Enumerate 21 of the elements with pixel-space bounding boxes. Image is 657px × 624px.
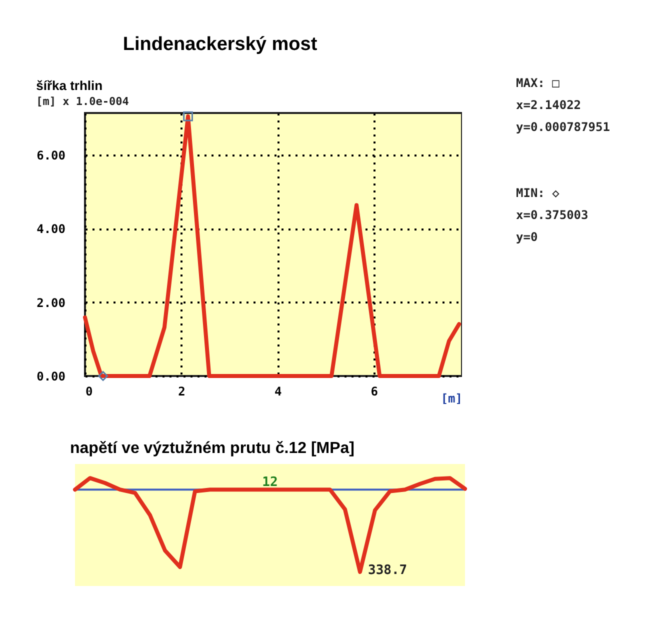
annotation: 338.7 [368, 562, 408, 578]
x-tick-label: 6 [370, 384, 378, 398]
x-tick-label: 0 [86, 384, 93, 398]
y-tick-label: 6.00 [36, 148, 66, 162]
y-axis-title: šířka trhlin [36, 78, 103, 94]
chart-title: napětí ve výztužném prutu č.12 [MPa] [70, 440, 355, 457]
text: y=0.000787951 [516, 119, 610, 136]
chart-subtitle: [m] x 1.0e-004 [36, 95, 130, 108]
text: MIN: ◇ [516, 185, 560, 202]
chart-title: Lindenackerský most [122, 34, 318, 56]
text: y=0 [516, 229, 539, 246]
annotation: 12 [262, 475, 278, 490]
x-tick-label: 4 [274, 384, 282, 398]
y-tick-label: 4.00 [36, 222, 66, 236]
text: MAX: □ [516, 75, 560, 92]
text: x=0.375003 [516, 207, 590, 224]
y-tick-label: 2.00 [36, 296, 66, 310]
text: x=2.14022 [516, 97, 582, 114]
y-tick-label: 0.00 [36, 370, 66, 384]
x-axis-title: [m] [440, 392, 462, 406]
x-tick-label: 2 [178, 384, 186, 398]
